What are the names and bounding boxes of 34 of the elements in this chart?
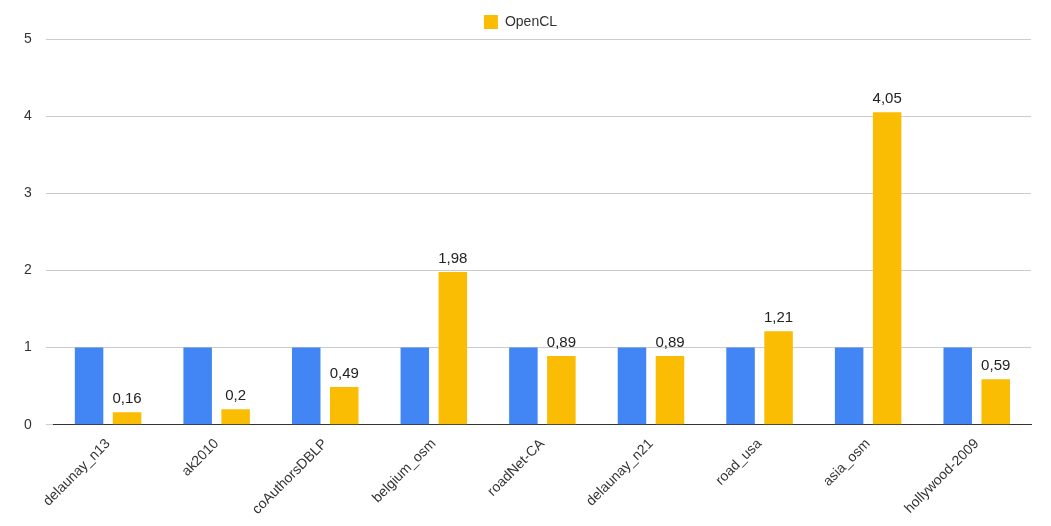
- data-label: 0,49: [329, 363, 359, 381]
- y-tick-label: 2: [23, 261, 32, 278]
- bar: [221, 409, 250, 425]
- data-label: 0,89: [655, 332, 685, 350]
- bar: [834, 347, 864, 425]
- bar: [981, 379, 1010, 425]
- bar: [329, 386, 359, 425]
- bar: [112, 412, 142, 425]
- bar: [726, 347, 755, 425]
- bar: [655, 356, 685, 425]
- data-label: 0,89: [546, 332, 576, 350]
- data-label: 1,21: [763, 307, 794, 325]
- bar: [74, 347, 104, 425]
- bar: [872, 112, 902, 425]
- bar: [183, 347, 212, 425]
- bar: [764, 331, 793, 425]
- bar: [438, 271, 468, 425]
- bar: [943, 347, 972, 425]
- bar: [400, 347, 430, 425]
- data-label: 1,98: [438, 248, 468, 266]
- legend-label: OpenCL: [504, 12, 558, 29]
- bar: [509, 347, 538, 425]
- data-label: 0,59: [981, 355, 1011, 373]
- y-tick-label: 5: [23, 29, 32, 46]
- bar: [617, 347, 647, 425]
- bar: [547, 356, 576, 425]
- bar: [291, 347, 321, 425]
- y-tick-label: 4: [23, 107, 32, 123]
- data-label: 0,2: [225, 385, 247, 403]
- y-tick-label: 1: [23, 338, 32, 355]
- data-label: 4,05: [872, 88, 902, 106]
- data-label: 0,16: [112, 388, 142, 406]
- y-tick-label: 0: [23, 415, 32, 432]
- y-tick-label: 3: [23, 184, 32, 201]
